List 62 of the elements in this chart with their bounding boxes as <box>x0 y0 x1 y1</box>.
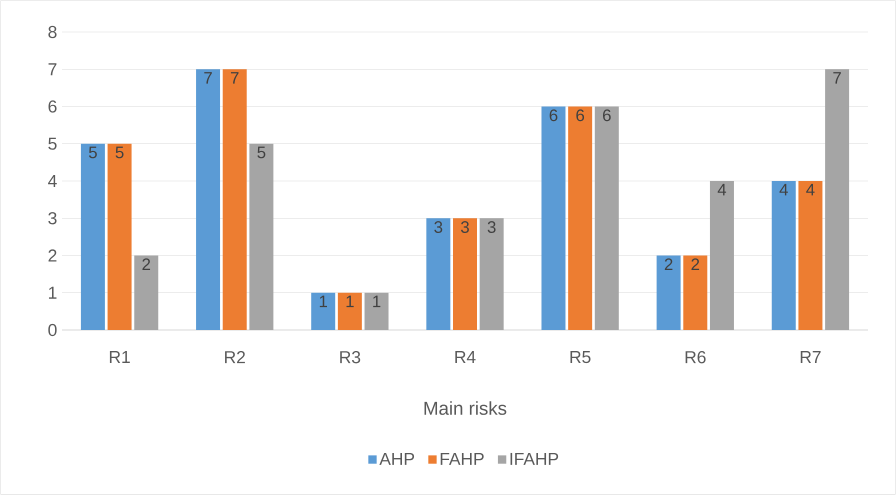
bar <box>364 292 389 330</box>
legend-label: IFAHP <box>510 452 558 465</box>
data-label: 7 <box>833 72 841 84</box>
data-label: 4 <box>780 184 788 196</box>
data-label: 1 <box>346 296 354 308</box>
data-label: 3 <box>488 221 496 233</box>
data-label: 2 <box>142 258 150 270</box>
bar <box>683 255 708 330</box>
y-tick-label: 8 <box>48 26 57 38</box>
bar <box>249 144 274 330</box>
bar <box>196 69 220 330</box>
data-label: 3 <box>460 221 469 233</box>
data-label: 6 <box>550 109 558 122</box>
bar <box>656 255 681 330</box>
data-label: 6 <box>576 109 584 122</box>
x-tick-label: R7 <box>800 351 821 363</box>
legend-label: FAHP <box>440 452 484 465</box>
x-axis-title: Main risks <box>424 401 506 415</box>
bar <box>772 180 796 330</box>
data-label: 6 <box>603 109 611 122</box>
x-tick-label: R6 <box>686 351 706 364</box>
y-tick-label: 2 <box>48 249 56 262</box>
data-label: 5 <box>116 146 124 158</box>
data-label: 5 <box>257 146 266 158</box>
bar <box>568 106 592 330</box>
data-label: 2 <box>691 258 700 270</box>
data-label: 2 <box>664 258 672 270</box>
x-tick-label: R5 <box>570 351 590 364</box>
y-tick-label: 7 <box>48 63 56 76</box>
data-label: 5 <box>88 146 97 158</box>
x-tick-label: R2 <box>225 351 245 364</box>
bar <box>338 292 362 330</box>
data-label: 7 <box>204 72 212 84</box>
x-tick-label: R1 <box>110 351 130 363</box>
data-label: 7 <box>230 72 239 84</box>
bar <box>541 106 566 330</box>
data-label: 4 <box>806 184 815 196</box>
y-tick-label: 1 <box>48 286 56 299</box>
bar <box>108 144 132 330</box>
bar <box>710 180 734 330</box>
bar <box>134 255 158 330</box>
y-tick-label: 4 <box>48 175 57 187</box>
bar <box>80 144 105 330</box>
y-tick-label: 5 <box>48 138 57 150</box>
data-label: 1 <box>320 296 328 308</box>
x-tick-label: R4 <box>455 351 476 363</box>
bar <box>480 218 504 330</box>
y-tick-label: 3 <box>48 212 57 224</box>
bar <box>825 69 850 330</box>
x-tick-label: R3 <box>340 351 360 364</box>
y-tick-label: 0 <box>48 324 57 336</box>
legend-label: AHP <box>379 452 414 465</box>
bar <box>222 69 247 330</box>
bar <box>311 292 336 330</box>
data-label: 4 <box>718 184 726 196</box>
bar <box>453 218 478 330</box>
y-tick-label: 6 <box>48 100 57 113</box>
bar <box>594 106 619 330</box>
bar <box>798 180 822 330</box>
data-label: 3 <box>434 221 442 233</box>
data-label: 1 <box>373 296 380 308</box>
bar <box>426 218 450 330</box>
